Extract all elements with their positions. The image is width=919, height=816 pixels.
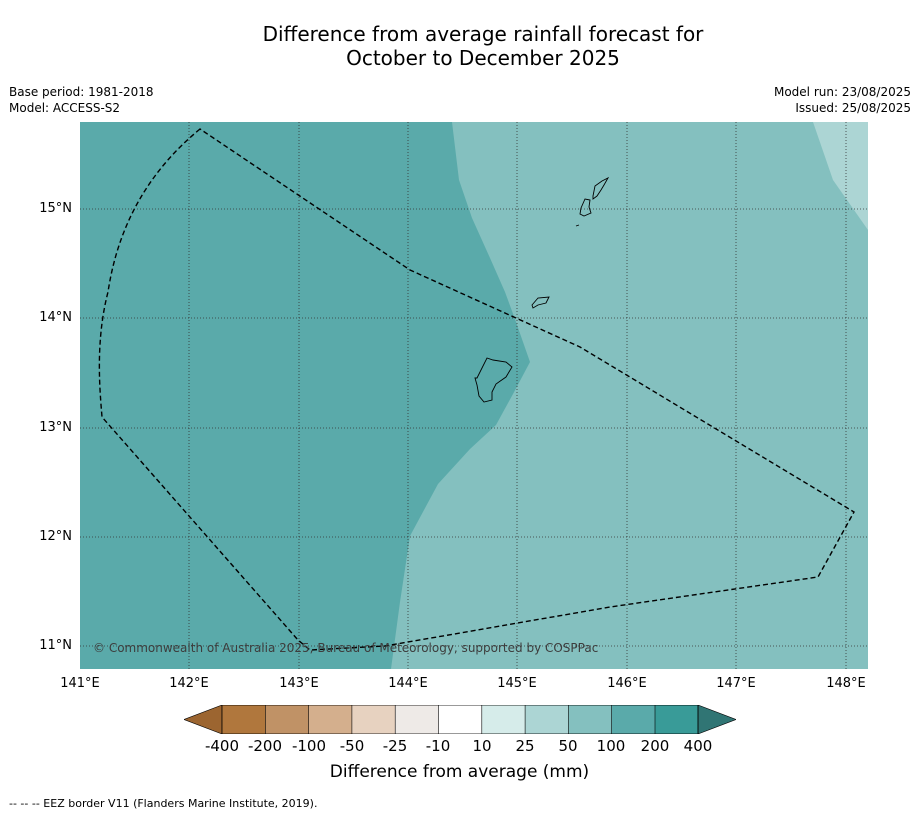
map-canvas xyxy=(80,122,868,669)
colorbar-label: 100 xyxy=(596,737,626,755)
issued-label: Issued: 25/08/2025 xyxy=(795,101,911,115)
meta-left: Base period: 1981-2018 Model: ACCESS-S2 xyxy=(9,84,154,116)
colorbar-bin xyxy=(568,705,612,734)
eez-border xyxy=(98,128,855,651)
lon-label-147e: 147°E xyxy=(716,676,756,691)
colorbar-label: -10 xyxy=(425,737,451,755)
lat-label-15n: 15°N xyxy=(39,201,72,216)
lat-label-12n: 12°N xyxy=(39,529,72,544)
colorbar-bin xyxy=(222,705,266,734)
title-line-1: Difference from average rainfall forecas… xyxy=(262,22,704,46)
colorbar-label: 50 xyxy=(558,737,578,755)
model-run-label: Model run: 23/08/2025 xyxy=(773,85,911,99)
colorbar-bin xyxy=(655,705,698,734)
eez-footnote: -- -- -- EEZ border V11 (Flanders Marine… xyxy=(9,797,318,810)
saipan-island xyxy=(592,176,610,200)
title-line-2: October to December 2025 xyxy=(346,46,620,70)
meta-right: Model run: 23/08/2025 Issued: 25/08/2025 xyxy=(774,84,911,116)
lon-label-148e: 148°E xyxy=(826,676,866,691)
model-label: Model: ACCESS-S2 xyxy=(9,101,121,115)
islands xyxy=(474,176,610,403)
colorbar-bin xyxy=(265,705,309,734)
colorbar-bin xyxy=(308,705,352,734)
colorbar-label: 400 xyxy=(683,737,713,755)
lat-label-13n: 13°N xyxy=(39,420,72,435)
lon-label-142e: 142°E xyxy=(169,676,209,691)
lat-label-11n: 11°N xyxy=(39,638,72,653)
graticule xyxy=(80,122,868,669)
lat-label-14n: 14°N xyxy=(39,310,72,325)
colorbar-label: -400 xyxy=(204,737,240,755)
colorbar-bin xyxy=(438,705,482,734)
lon-label-144e: 144°E xyxy=(388,676,428,691)
lon-label-141e: 141°E xyxy=(60,676,100,691)
colorbar-bin xyxy=(525,705,569,734)
colorbar-label: -25 xyxy=(382,737,408,755)
colorbar-label: 25 xyxy=(515,737,535,755)
copyright-notice: © Commonwealth of Australia 2025, Bureau… xyxy=(93,641,599,655)
colorbar-dividers xyxy=(265,705,656,734)
colorbar-label: -200 xyxy=(247,737,283,755)
colorbar-extend-high xyxy=(697,705,736,734)
rota-island xyxy=(531,296,550,309)
map-panel xyxy=(80,122,868,669)
lon-label-143e: 143°E xyxy=(279,676,319,691)
base-period-label: Base period: 1981-2018 xyxy=(9,85,154,99)
aguijan-island xyxy=(575,224,580,227)
lon-label-145e: 145°E xyxy=(497,676,537,691)
colorbar-bin xyxy=(611,705,655,734)
colorbar-label: 200 xyxy=(640,737,670,755)
map-title: Difference from average rainfall forecas… xyxy=(0,22,919,70)
colorbar-bin xyxy=(351,705,396,734)
region-25-50 xyxy=(813,122,868,230)
region-50-100 xyxy=(391,122,868,669)
colorbar-label: -50 xyxy=(339,737,365,755)
lon-label-146e: 146°E xyxy=(607,676,647,691)
colorbar-frame xyxy=(221,705,699,734)
colorbar-label: -100 xyxy=(291,737,327,755)
colorbar-bin xyxy=(481,705,526,734)
colorbar xyxy=(184,705,736,734)
colorbar-label: 10 xyxy=(472,737,492,755)
tinian-island xyxy=(579,198,592,217)
colorbar-extend-low xyxy=(184,705,223,734)
colorbar-title: Difference from average (mm) xyxy=(329,762,590,782)
colorbar-bin xyxy=(395,705,439,734)
guam-island xyxy=(474,357,513,403)
